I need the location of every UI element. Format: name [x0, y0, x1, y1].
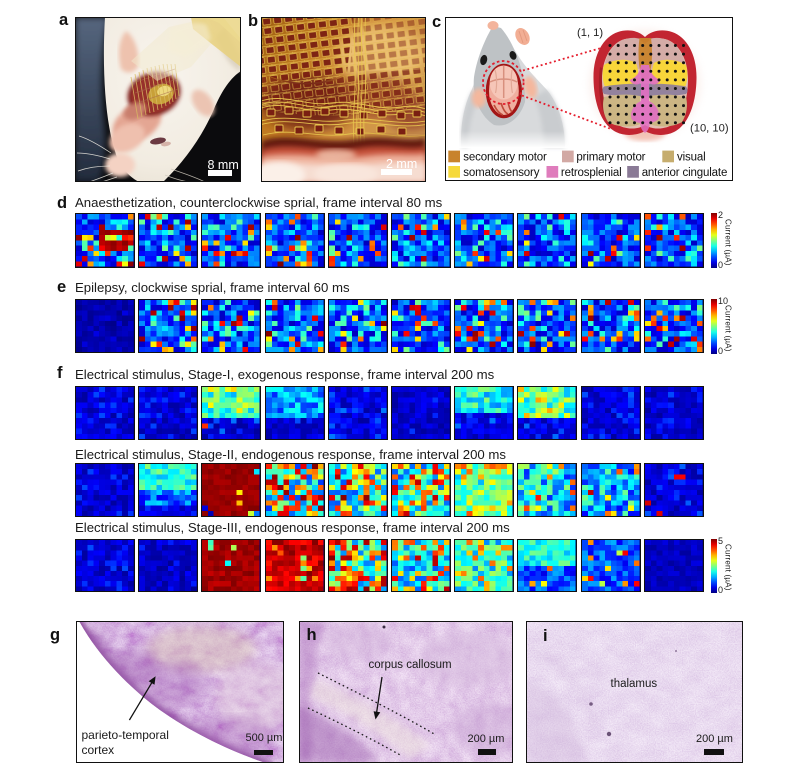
svg-text:anterior cingulate: anterior cingulate	[642, 167, 728, 179]
svg-text:(10, 10): (10, 10)	[690, 122, 729, 134]
svg-text:retrosplenial: retrosplenial	[561, 167, 622, 179]
svg-text:(1, 1): (1, 1)	[577, 27, 603, 39]
svg-text:primary motor: primary motor	[576, 151, 645, 163]
svg-text:visual: visual	[677, 151, 706, 163]
svg-text:somatosensory: somatosensory	[463, 167, 539, 179]
svg-text:secondary motor: secondary motor	[463, 151, 547, 163]
